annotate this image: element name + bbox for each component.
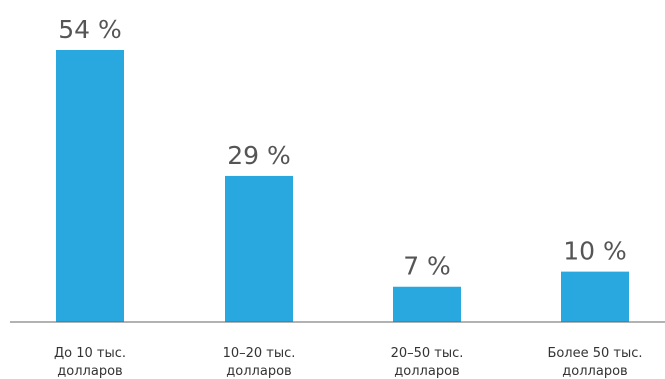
bar-1 <box>56 50 124 322</box>
category-label-4: Более 50 тыс. долларов <box>547 346 642 379</box>
category-label-2-line-1: 10–20 тыс. <box>223 346 296 361</box>
bars-group <box>56 50 629 322</box>
bar-2 <box>225 176 293 322</box>
bar-value-label-3: 7 % <box>403 252 451 281</box>
category-label-1: До 10 тыс. долларов <box>54 346 126 379</box>
bar-value-label-4: 10 % <box>563 237 627 266</box>
category-label-1-line-2: долларов <box>57 364 122 379</box>
category-label-3-line-1: 20–50 тыс. <box>391 346 464 361</box>
value-labels-group: 54 % 29 % 7 % 10 % <box>58 15 627 281</box>
bar-3 <box>393 287 461 322</box>
bar-value-label-1: 54 % <box>58 15 122 44</box>
category-label-3: 20–50 тыс. долларов <box>391 346 464 379</box>
bar-4 <box>561 272 629 322</box>
category-label-3-line-2: долларов <box>394 364 459 379</box>
category-label-1-line-1: До 10 тыс. <box>54 346 126 361</box>
category-label-2-line-2: долларов <box>226 364 291 379</box>
category-label-2: 10–20 тыс. долларов <box>223 346 296 379</box>
category-label-4-line-2: долларов <box>562 364 627 379</box>
category-label-4-line-1: Более 50 тыс. <box>547 346 642 361</box>
bar-value-label-2: 29 % <box>227 141 291 170</box>
